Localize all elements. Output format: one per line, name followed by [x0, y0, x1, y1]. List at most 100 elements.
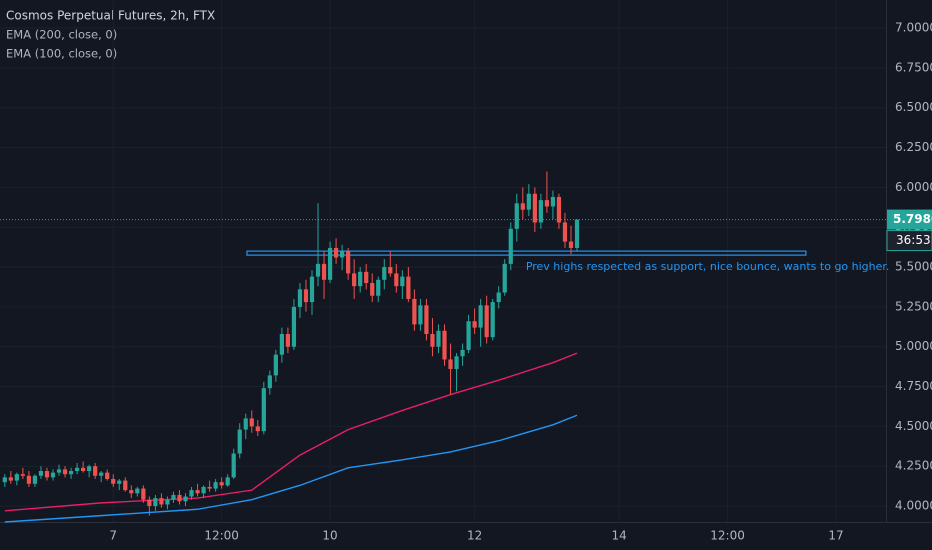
candle-body: [50, 472, 56, 478]
candle-body: [255, 426, 260, 432]
candle-body: [291, 306, 297, 347]
support-zone: [246, 250, 807, 256]
candle-body: [364, 271, 369, 283]
candle-body: [321, 263, 327, 280]
candle-body: [315, 263, 321, 277]
candle-body: [556, 196, 562, 223]
annotation: Prev highs respected as support, nice bo…: [526, 260, 890, 273]
indicator-label: EMA (200, close, 0): [6, 28, 117, 42]
candle-body: [123, 480, 128, 491]
candle-body: [454, 356, 459, 370]
candle-body: [532, 193, 537, 223]
candle-body: [14, 474, 19, 481]
candle-body: [99, 472, 104, 476]
candle-body: [207, 486, 212, 489]
y-tick-label: 4.5000: [895, 419, 932, 433]
candle-body: [285, 333, 291, 347]
candle-body: [538, 200, 543, 223]
y-tick-label: 5.0000: [895, 339, 932, 353]
candle-body: [442, 330, 447, 360]
y-tick-label: 4.2500: [895, 459, 932, 473]
candle-body: [436, 330, 441, 347]
candle-body: [340, 251, 345, 258]
candle-body: [267, 375, 272, 389]
y-tick-label: 7.0000: [895, 21, 932, 35]
candle-body: [526, 193, 531, 210]
y-tick-label: 6.5000: [895, 100, 932, 114]
candle-body: [62, 469, 68, 475]
candle-body: [382, 267, 387, 280]
candle-body: [400, 276, 405, 287]
candle-body: [225, 477, 230, 486]
candle-body: [32, 475, 38, 484]
candle-body: [430, 333, 435, 347]
candle-body: [472, 321, 477, 328]
candle-body: [129, 490, 134, 494]
candle-body: [496, 292, 501, 303]
candle-body: [346, 251, 351, 274]
candle-body: [358, 271, 363, 287]
candle-body: [2, 477, 7, 483]
candle-body: [261, 388, 266, 432]
y-tick-label: 4.0000: [895, 499, 932, 513]
candle-body: [418, 305, 423, 325]
candle-body: [520, 203, 525, 210]
candle-body: [159, 498, 164, 505]
countdown-box: [886, 230, 932, 252]
candle-body: [68, 471, 74, 475]
candle-body: [514, 203, 519, 229]
candle-body: [249, 418, 254, 427]
ema-line: [4, 414, 578, 523]
candle-body: [478, 305, 483, 328]
candle-body: [544, 200, 550, 207]
candle-body: [153, 498, 158, 507]
candle-body: [309, 276, 315, 303]
candle-body: [195, 490, 200, 494]
candle-body: [297, 289, 303, 307]
candle-body: [243, 418, 248, 430]
candle-body: [105, 472, 110, 479]
candle-body: [412, 298, 417, 325]
candle-body: [183, 496, 188, 502]
candle-body: [56, 469, 62, 473]
candle-body: [213, 482, 218, 489]
candle-body: [388, 267, 393, 274]
x-tick-label: 14: [612, 529, 627, 543]
x-tick-label: 12: [467, 529, 482, 543]
y-tick-label: 6.2500: [895, 140, 932, 154]
candle-body: [424, 305, 429, 334]
candle-body: [406, 276, 411, 299]
candle-body: [189, 490, 194, 497]
candle-body: [171, 494, 176, 500]
candle-body: [273, 354, 278, 376]
candle-body: [93, 466, 98, 476]
candle-body: [303, 289, 309, 303]
x-tick-label: 12:00: [710, 529, 745, 543]
candle-body: [219, 482, 224, 486]
candle-body: [448, 359, 453, 370]
x-tick-label: 10: [322, 529, 337, 543]
candle-body: [117, 480, 122, 484]
y-tick-label: 6.7500: [895, 60, 932, 74]
candle-body: [8, 477, 13, 481]
candle-body: [44, 471, 50, 478]
x-tick-label: 17: [828, 529, 843, 543]
candle-body: [574, 219, 580, 248]
candle-body: [327, 247, 333, 280]
candle-body: [460, 349, 465, 357]
last-price-label: 5.7980: [893, 212, 932, 226]
candle-body: [550, 196, 556, 207]
candle-body: [562, 222, 568, 242]
candle-body: [26, 475, 32, 484]
candle-body: [484, 305, 489, 338]
candle-body: [333, 247, 339, 258]
candle-body: [20, 474, 25, 476]
candle-body: [466, 321, 471, 350]
y-tick-label: 6.0000: [895, 180, 932, 194]
candle-body: [165, 499, 170, 505]
candle-body: [147, 499, 152, 507]
candle-body: [201, 486, 206, 494]
candle-body: [352, 273, 357, 287]
